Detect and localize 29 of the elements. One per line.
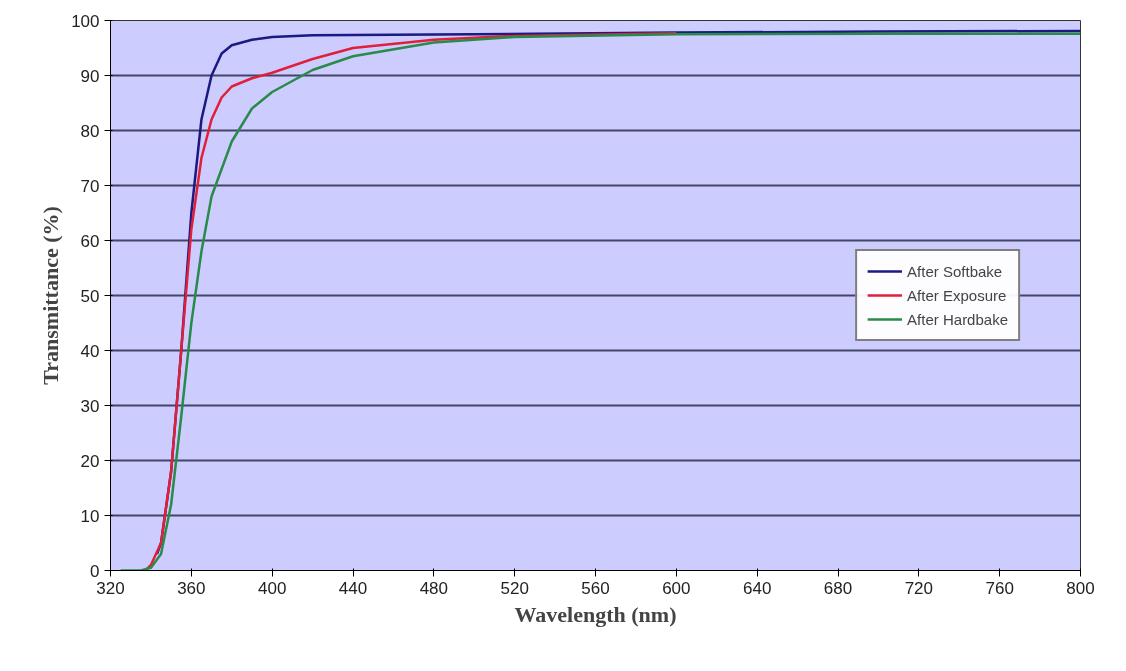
x-tick-label: 800: [1066, 578, 1095, 598]
y-tick-label: 60: [80, 231, 100, 251]
x-tick-label: 480: [419, 578, 449, 598]
x-tick-label: 600: [662, 578, 691, 598]
y-tick-label: 0: [90, 561, 100, 581]
x-tick-label: 760: [985, 578, 1014, 598]
y-tick-label: 10: [80, 506, 100, 526]
y-tick-label: 40: [80, 341, 100, 361]
legend-label: After Softbake: [907, 262, 1003, 280]
x-tick-label: 680: [823, 578, 853, 598]
x-tick-label: 560: [581, 578, 610, 598]
x-tick-label: 520: [500, 578, 529, 598]
x-tick-label: 640: [742, 578, 772, 598]
y-tick-label: 30: [80, 396, 100, 416]
y-tick-label: 90: [80, 66, 100, 86]
y-tick-label: 70: [80, 176, 100, 196]
y-tick-label: 50: [80, 286, 100, 306]
y-axis-title: Transmittance (%): [38, 206, 64, 385]
x-tick-label: 440: [338, 578, 368, 598]
y-tick-label: 80: [80, 121, 100, 141]
y-tick-label: 100: [71, 11, 100, 31]
legend-label: After Exposure: [907, 286, 1007, 304]
x-tick-label: 400: [257, 578, 287, 598]
x-tick-label: 320: [96, 578, 125, 598]
x-tick-label: 360: [177, 578, 206, 598]
legend-label: After Hardbake: [907, 310, 1008, 328]
x-tick-label: 720: [904, 578, 934, 598]
y-tick-label: 20: [80, 451, 100, 471]
x-axis-title: Wavelength (nm): [514, 601, 677, 627]
